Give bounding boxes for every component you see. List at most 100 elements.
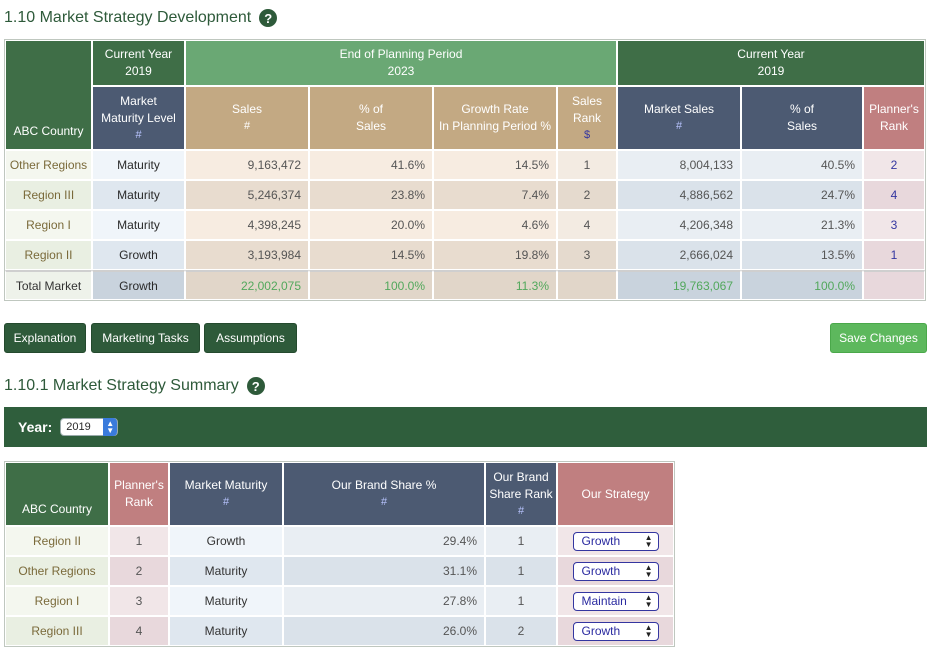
- header-current-year-left: Current Year 2019: [92, 40, 185, 86]
- maturity-value: Maturity: [169, 616, 283, 646]
- total-maturity: Growth: [92, 270, 185, 300]
- brand-share-value: 29.4%: [283, 526, 485, 556]
- chevron-up-down-icon: ▲ ▼: [644, 562, 653, 579]
- pct-sales-value: 20.0%: [309, 210, 433, 240]
- table-row: Region I Maturity 4,398,245 20.0% 4.6% 4…: [5, 210, 925, 240]
- growth-rate-value: 14.5%: [433, 150, 557, 180]
- brand-rank-value: 1: [485, 556, 557, 586]
- strategy-cell: Growth ▲ ▼: [557, 526, 674, 556]
- maturity-value: Maturity: [92, 150, 185, 180]
- table-row: Region I 3 Maturity 27.8% 1 Maintain ▲ ▼: [5, 586, 674, 616]
- total-market-sales: 19,763,067: [617, 270, 741, 300]
- region-name: Region I: [5, 210, 92, 240]
- year-selected-value: 2019: [66, 421, 91, 433]
- chevron-up-down-icon: ▲ ▼: [644, 592, 653, 609]
- year-select[interactable]: 2019 ▲ ▼: [60, 418, 119, 436]
- total-row: Total Market Growth 22,002,075 100.0% 11…: [5, 270, 925, 300]
- sales-rank-value: 2: [557, 180, 617, 210]
- table-row: Region III Maturity 5,246,374 23.8% 7.4%…: [5, 180, 925, 210]
- strategy-select[interactable]: Growth ▲ ▼: [572, 621, 659, 641]
- market-sales-value: 4,206,348: [617, 210, 741, 240]
- market-pct-value: 40.5%: [741, 150, 863, 180]
- region-name: Other Regions: [5, 150, 92, 180]
- section-title: 1.10.1 Market Strategy Summary: [4, 377, 239, 394]
- market-pct-value: 21.3%: [741, 210, 863, 240]
- brand-share-value: 31.1%: [283, 556, 485, 586]
- save-changes-button[interactable]: Save Changes: [830, 323, 927, 353]
- strategy-select[interactable]: Growth ▲ ▼: [572, 531, 659, 551]
- question-circle-icon[interactable]: ?: [259, 9, 278, 27]
- region-name: Region III: [5, 180, 92, 210]
- planner-rank-value: 2: [863, 150, 925, 180]
- header-market-maturity: Market Maturity #: [169, 462, 283, 526]
- total-sales-rank: [557, 270, 617, 300]
- chevron-up-down-icon: ▲ ▼: [644, 532, 653, 549]
- header-planners-rank: Planner's Rank: [863, 86, 925, 150]
- planner-rank-value: 2: [109, 556, 169, 586]
- header-current-year-right: Current Year 2019: [617, 40, 925, 86]
- header-country: ABC Country: [5, 462, 109, 526]
- header-country: ABC Country: [5, 40, 92, 150]
- brand-rank-value: 1: [485, 526, 557, 556]
- chevron-up-down-icon: ▲ ▼: [103, 418, 118, 436]
- market-sales-value: 2,666,024: [617, 240, 741, 270]
- strategy-summary-table: ABC Country Planner's Rank Market Maturi…: [4, 461, 675, 647]
- header-market-sales: Market Sales #: [617, 86, 741, 150]
- strategy-cell: Growth ▲ ▼: [557, 616, 674, 646]
- region-name: Region I: [5, 586, 109, 616]
- chevron-up-down-icon: ▲ ▼: [644, 622, 653, 639]
- growth-rate-value: 7.4%: [433, 180, 557, 210]
- sales-value: 3,193,984: [185, 240, 309, 270]
- brand-share-value: 26.0%: [283, 616, 485, 646]
- region-name: Other Regions: [5, 556, 109, 586]
- table-row: Other Regions 2 Maturity 31.1% 1 Growth ▲…: [5, 556, 674, 586]
- total-sales: 22,002,075: [185, 270, 309, 300]
- brand-rank-value: 2: [485, 616, 557, 646]
- header-pct-of-sales: % of Sales: [741, 86, 863, 150]
- strategy-cell: Growth ▲ ▼: [557, 556, 674, 586]
- brand-rank-value: 1: [485, 586, 557, 616]
- maturity-value: Maturity: [92, 210, 185, 240]
- header-our-strategy: Our Strategy: [557, 462, 674, 526]
- section-title-strategy-development: 1.10 Market Strategy Development ?: [4, 9, 278, 27]
- strategy-select[interactable]: Growth ▲ ▼: [572, 561, 659, 581]
- explanation-button[interactable]: Explanation: [4, 323, 86, 353]
- maturity-value: Maturity: [169, 556, 283, 586]
- sales-value: 5,246,374: [185, 180, 309, 210]
- market-strategy-table: ABC Country Current Year 2019 End of Pla…: [4, 39, 926, 301]
- maturity-value: Maturity: [92, 180, 185, 210]
- pct-sales-value: 14.5%: [309, 240, 433, 270]
- region-name: Region II: [5, 526, 109, 556]
- header-market-maturity: Market Maturity Level #: [92, 86, 185, 150]
- question-circle-icon[interactable]: ?: [246, 377, 265, 395]
- year-bar: Year: 2019 ▲ ▼: [4, 407, 927, 447]
- year-label: Year:: [18, 419, 53, 435]
- market-pct-value: 13.5%: [741, 240, 863, 270]
- page-title: 1.10 Market Strategy Development: [4, 9, 252, 26]
- sales-rank-value: 1: [557, 150, 617, 180]
- sales-value: 4,398,245: [185, 210, 309, 240]
- planner-rank-value: 1: [863, 240, 925, 270]
- sales-value: 9,163,472: [185, 150, 309, 180]
- growth-rate-value: 4.6%: [433, 210, 557, 240]
- header-end-planning-period: End of Planning Period 2023: [185, 40, 617, 86]
- pct-sales-value: 23.8%: [309, 180, 433, 210]
- total-planner-rank: [863, 270, 925, 300]
- total-name: Total Market: [5, 270, 92, 300]
- assumptions-button[interactable]: Assumptions: [204, 323, 297, 353]
- header-sales: Sales #: [185, 86, 309, 150]
- section-title-strategy-summary: 1.10.1 Market Strategy Summary ?: [4, 377, 265, 395]
- maturity-value: Growth: [92, 240, 185, 270]
- brand-share-value: 27.8%: [283, 586, 485, 616]
- sales-rank-value: 3: [557, 240, 617, 270]
- table-row: Region II 1 Growth 29.4% 1 Growth ▲ ▼: [5, 526, 674, 556]
- strategy-select[interactable]: Maintain ▲ ▼: [572, 591, 659, 611]
- marketing-tasks-button[interactable]: Marketing Tasks: [91, 323, 200, 353]
- total-market-pct: 100.0%: [741, 270, 863, 300]
- header-brand-share: Our Brand Share % #: [283, 462, 485, 526]
- maturity-value: Growth: [169, 526, 283, 556]
- header-brand-share-rank: Our Brand Share Rank #: [485, 462, 557, 526]
- region-name: Region III: [5, 616, 109, 646]
- table-row: Other Regions Maturity 9,163,472 41.6% 1…: [5, 150, 925, 180]
- strategy-cell: Maintain ▲ ▼: [557, 586, 674, 616]
